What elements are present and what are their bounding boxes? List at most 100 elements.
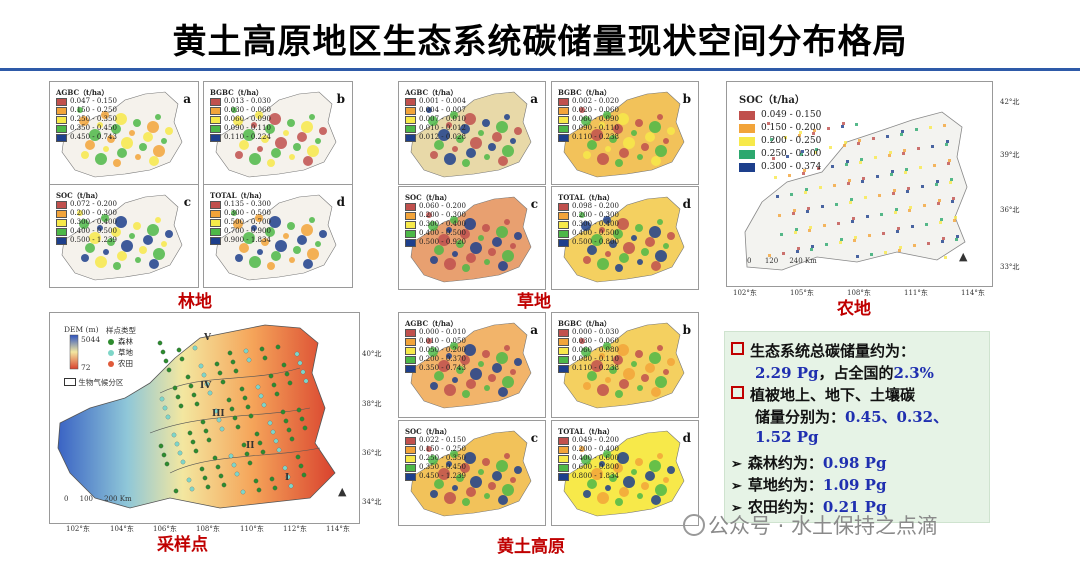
- cropland-scale-bar: 0 120 240 Km: [747, 257, 817, 265]
- land-cover-patch: [450, 111, 458, 119]
- land-cover-patch: [645, 471, 655, 481]
- sample-point: [161, 452, 167, 458]
- land-cover-patch: [133, 222, 141, 230]
- legend-swatch: [558, 454, 569, 463]
- legend-swatch: [405, 445, 416, 454]
- region-shape: [215, 194, 337, 281]
- land-cover-patch: [635, 119, 643, 127]
- legend-row: 0.010 - 0.050: [405, 337, 466, 346]
- land-cover-patch: [617, 218, 629, 230]
- legend-row: 0.500 - 0.700: [210, 218, 271, 227]
- lon-tick: 112°东: [283, 525, 307, 533]
- legend-swatch: [558, 133, 569, 142]
- soil-pool-value: 1.52 Pg: [755, 428, 819, 446]
- cropland-pixel: [862, 177, 865, 180]
- sample-point: [193, 448, 199, 454]
- legend-swatch: [558, 202, 569, 211]
- cropland-pixel: [782, 252, 785, 255]
- legend-class-label: 0.500 - 0.920: [419, 238, 466, 246]
- legend-swatch: [405, 328, 416, 337]
- sample-point: [164, 461, 170, 467]
- legend-class-label: 0.004 - 0.007: [419, 106, 466, 114]
- cropland-pixel: [944, 256, 947, 259]
- legend-class-label: 0.400 - 0.500: [572, 229, 619, 237]
- land-cover-patch: [143, 132, 153, 142]
- land-cover-patch: [631, 130, 637, 136]
- summary-soil-value-line: 1.52 Pg: [755, 428, 819, 446]
- legend-row: 0.350 - 0.450: [405, 463, 466, 472]
- legend-class-label: 0.020 - 0.060: [572, 106, 619, 114]
- sample-point: [194, 401, 200, 407]
- legend-row: 0.049 - 0.150: [739, 109, 821, 122]
- cropland-pixel: [835, 203, 838, 206]
- cropland-pixel: [846, 160, 849, 163]
- cropland-pixel: [851, 220, 854, 223]
- land-cover-patch: [111, 124, 121, 134]
- legend-row: 0.007 - 0.010: [405, 115, 466, 124]
- sample-point: [166, 367, 172, 373]
- sample-point: [172, 385, 178, 391]
- cropland-pixel: [956, 235, 959, 238]
- cropland-pixel: [949, 181, 952, 184]
- legend-row: 0.000 - 0.030: [558, 328, 619, 337]
- land-cover-patch: [466, 253, 476, 263]
- land-cover-patch: [283, 233, 289, 239]
- cropland-pixel: [903, 149, 906, 152]
- legend-swatch: [405, 97, 416, 106]
- land-cover-patch: [641, 143, 649, 151]
- cropland-pixel: [940, 218, 943, 221]
- land-cover-patch: [79, 116, 89, 126]
- legend-swatch: [405, 202, 416, 211]
- summary-text: 森林约为：: [747, 454, 823, 472]
- legend-swatch: [210, 133, 221, 142]
- land-cover-patch: [430, 151, 438, 159]
- cropland-pixel: [809, 226, 812, 229]
- sample-point: [260, 449, 266, 455]
- cropland-pixel: [925, 223, 928, 226]
- sample-type-label: 森林: [118, 337, 133, 346]
- sample-type-label: 草地: [118, 348, 133, 357]
- region-shape: [61, 91, 183, 178]
- land-cover-patch: [482, 458, 490, 466]
- legend-row: 0.090 - 0.110: [210, 124, 271, 133]
- map-legend: SOC（t/ha） 0.072 - 0.200 0.200 - 0.300 0.300…: [56, 191, 117, 245]
- land-cover-patch: [265, 227, 275, 237]
- land-cover-patch: [651, 495, 661, 505]
- forest-panel-c: SOC（t/ha） 0.072 - 0.200 0.200 - 0.300 0.300…: [49, 184, 199, 288]
- land-cover-patch: [466, 487, 476, 497]
- legend-swatch: [405, 355, 416, 364]
- land-cover-patch: [609, 474, 617, 482]
- legend-class-label: 0.250 - 0.300: [761, 149, 822, 159]
- land-cover-patch: [129, 233, 135, 239]
- cropland-pixel: [948, 159, 951, 162]
- sample-point: [177, 450, 183, 456]
- sample-point: [232, 415, 238, 421]
- cropland-pixel: [855, 123, 858, 126]
- land-cover-patch: [631, 235, 637, 241]
- cropland-pixel: [788, 174, 791, 177]
- legend-row: 0.002 - 0.020: [558, 97, 619, 106]
- summary-text: 植被地上、地下、土壤碳: [750, 386, 916, 404]
- forest-panel-a: AGBC（t/ha） 0.047 - 0.150 0.150 - 0.250 0.25…: [49, 81, 199, 185]
- legend-row: 0.030 - 0.060: [558, 337, 619, 346]
- land-cover-patch: [641, 482, 649, 490]
- legend-class-label: 0.450 - 0.743: [70, 133, 117, 141]
- land-cover-patch: [635, 350, 643, 358]
- legend-row: 0.013 - 0.030: [210, 97, 271, 106]
- land-cover-patch: [667, 358, 675, 366]
- legend-swatch: [405, 454, 416, 463]
- legend-class-label: 0.060 - 0.090: [572, 115, 619, 123]
- legend-class-label: 0.030 - 0.060: [224, 106, 271, 114]
- land-cover-patch: [430, 256, 438, 264]
- map-legend: BGBC（t/ha） 0.013 - 0.030 0.030 - 0.060 0.06…: [210, 88, 271, 142]
- land-cover-patch: [462, 264, 470, 272]
- land-cover-patch: [470, 137, 482, 149]
- cropland-pixel: [841, 125, 844, 128]
- land-cover-patch: [498, 261, 508, 271]
- cropland-pixel: [952, 197, 955, 200]
- legend-swatch: [210, 236, 221, 245]
- land-cover-patch: [657, 114, 663, 120]
- legend-swatch: [558, 463, 569, 472]
- cropland-pixel: [795, 228, 798, 231]
- legend-class-label: 0.300 - 0.400: [572, 220, 619, 228]
